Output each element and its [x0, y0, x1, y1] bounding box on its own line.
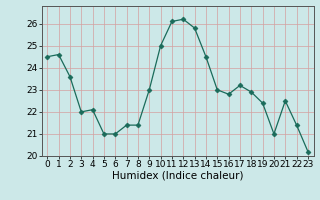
X-axis label: Humidex (Indice chaleur): Humidex (Indice chaleur) — [112, 171, 243, 181]
